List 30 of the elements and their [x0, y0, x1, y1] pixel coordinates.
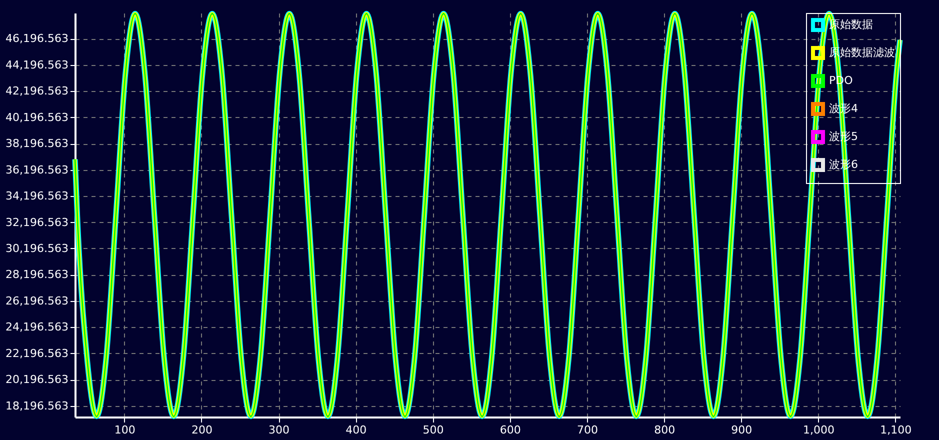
y-tick-label: 38,196.563 [6, 137, 68, 150]
y-tick-label: 46,196.563 [6, 32, 68, 46]
x-tick-label: 700 [576, 424, 598, 436]
x-tick-label: 800 [654, 424, 676, 436]
y-tick-label: 42,196.563 [6, 84, 68, 98]
y-tick-label: 32,196.563 [6, 216, 68, 229]
y-tick-label: 22,196.563 [6, 346, 68, 360]
y-tick-label: 36,196.563 [6, 163, 68, 176]
y-tick-label: 26,196.563 [6, 294, 68, 308]
x-tick-label: 200 [191, 424, 212, 436]
x-tick-label: 100 [114, 424, 136, 436]
x-tick-label: 600 [500, 424, 521, 436]
y-tick-label: 24,196.563 [6, 320, 68, 334]
legend-label: 波形6 [829, 158, 858, 171]
y-tick-label: 34,196.563 [6, 190, 68, 203]
y-tick-label: 20,196.563 [6, 373, 68, 386]
y-tick-label: 28,196.563 [6, 268, 68, 282]
legend-label: 波形5 [829, 130, 858, 143]
x-tick-label: 300 [268, 424, 290, 436]
legend-label: 原始数据 [829, 18, 873, 31]
x-tick-label: 1,100 [880, 424, 912, 436]
y-tick-label: 40,196.563 [6, 110, 68, 124]
y-tick-label: 44,196.563 [6, 58, 68, 72]
x-tick-label: 900 [731, 424, 752, 436]
y-tick-label: 18,196.563 [6, 399, 68, 412]
x-tick-label: 400 [346, 424, 367, 436]
y-tick-label: 30,196.563 [6, 242, 68, 255]
x-tick-label: 1,000 [803, 424, 835, 436]
legend-label: 原始数据滤波 [829, 46, 895, 59]
x-tick-label: 500 [422, 424, 444, 436]
